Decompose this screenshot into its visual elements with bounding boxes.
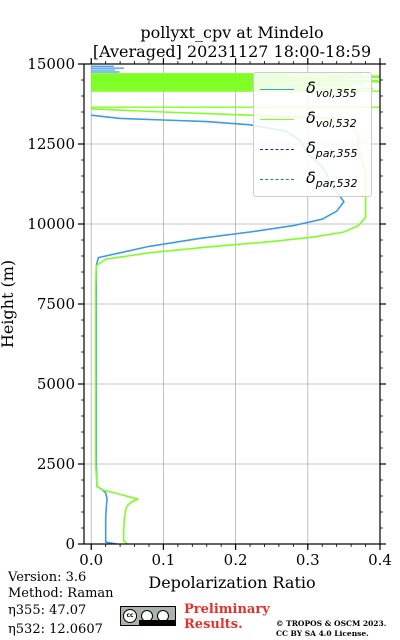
y-tick-label: 15000 (27, 55, 75, 73)
legend-label: δpar,355 (306, 138, 358, 161)
legend-label: δpar,532 (306, 168, 358, 191)
copyright-note: © TROPOS & OSCM 2023. CC BY SA 4.0 Licen… (276, 619, 386, 639)
legend-swatch (260, 89, 294, 90)
preliminary-line1: Preliminary (184, 602, 270, 617)
x-tick-label: 0.2 (224, 551, 248, 569)
y-tick-label: 5000 (37, 375, 75, 393)
method-text: Method: Raman (8, 586, 114, 601)
legend-swatch (260, 149, 294, 150)
legend-label: δvol,532 (306, 108, 357, 131)
legend-swatch (260, 179, 294, 180)
y-axis-label: Height (m) (0, 260, 17, 348)
x-tick-label: 0.0 (79, 551, 103, 569)
version-text: Version: 3.6 (8, 570, 87, 585)
preliminary-line2: Results. (184, 617, 243, 632)
x-tick-label: 0.4 (368, 551, 392, 569)
eta532-text: η532: 12.0607 (8, 622, 103, 637)
axis-ticks: 0.0 0.1 0.2 0.3 0.4 0 2500 5000 7500 10000 12500 15… (27, 55, 392, 569)
chart-title-line2: [Averaged] 20231127 18:00-18:59 (92, 42, 372, 61)
legend-item: δvol,355 (260, 75, 370, 105)
chart-legend: δvol,355 δvol,532 δpar,355 δpar,532 (253, 72, 372, 197)
chart-title-line1: pollyxt_cpv at Mindelo (140, 23, 324, 42)
eta355-text: η355: 47.07 (8, 603, 87, 618)
y-tick-label: 0 (65, 535, 75, 553)
x-tick-label: 0.3 (296, 551, 320, 569)
copyright-line1: © TROPOS & OSCM 2023. (276, 619, 387, 628)
legend-swatch (260, 119, 294, 120)
preliminary-results-note: Preliminary Results. (184, 602, 270, 632)
x-axis-label: Depolarization Ratio (148, 573, 315, 592)
y-tick-label: 2500 (37, 455, 75, 473)
y-tick-label: 10000 (27, 215, 75, 233)
legend-item: δvol,532 (260, 105, 370, 135)
x-tick-label: 0.1 (151, 551, 175, 569)
y-tick-label: 12500 (27, 135, 75, 153)
legend-item: δpar,532 (260, 165, 370, 195)
legend-item: δpar,355 (260, 135, 370, 165)
y-tick-label: 7500 (37, 295, 75, 313)
cc-by-sa-badge-icon: cc (120, 606, 176, 626)
copyright-line2: CC BY SA 4.0 License. (276, 629, 369, 638)
legend-label: δvol,355 (306, 78, 357, 101)
